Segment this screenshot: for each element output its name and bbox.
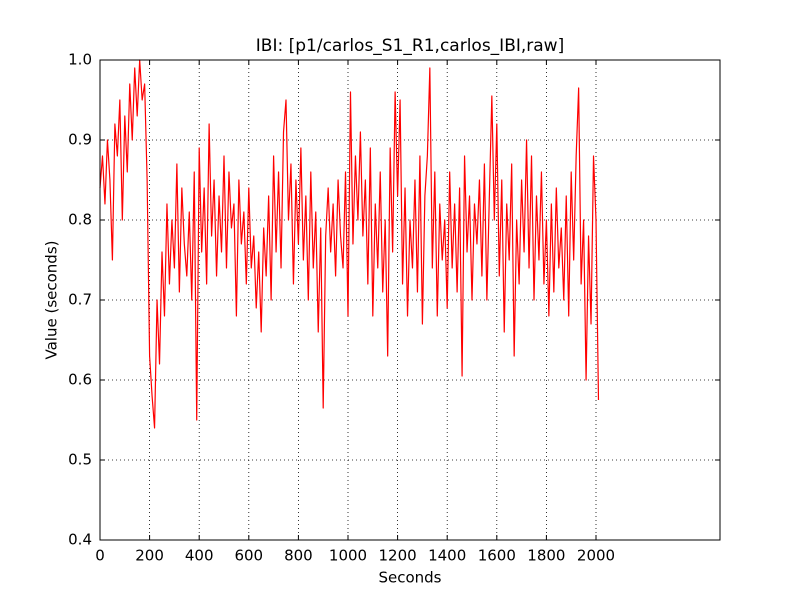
data-line [99, 59, 600, 429]
x-tick-label: 1000 [329, 547, 367, 565]
x-tick-label: 600 [234, 547, 263, 565]
x-tick-label: 800 [284, 547, 313, 565]
x-tick-label: 200 [135, 547, 164, 565]
y-tick-label: 1.0 [68, 51, 92, 69]
x-tick-label: 2000 [577, 547, 615, 565]
y-tick-label: 0.9 [68, 131, 92, 149]
y-tick-label: 0.8 [68, 211, 92, 229]
x-tick-label: 0 [95, 547, 105, 565]
y-tick-label: 0.6 [68, 371, 92, 389]
plot-frame [99, 59, 721, 541]
x-axis-label: Seconds [378, 569, 441, 587]
x-tick-label: 1800 [527, 547, 565, 565]
y-tick-label: 0.4 [68, 531, 92, 549]
y-axis-label: Value (seconds) [43, 241, 61, 360]
chart-title: IBI: [p1/carlos_S1_R1,carlos_IBI,raw] [256, 36, 564, 56]
y-tick-label: 0.5 [68, 451, 92, 469]
x-tick-label: 1400 [428, 547, 466, 565]
y-tick-label: 0.7 [68, 291, 92, 309]
x-tick-label: 1200 [379, 547, 417, 565]
x-tick-label: 400 [185, 547, 214, 565]
x-tick-label: 1600 [478, 547, 516, 565]
